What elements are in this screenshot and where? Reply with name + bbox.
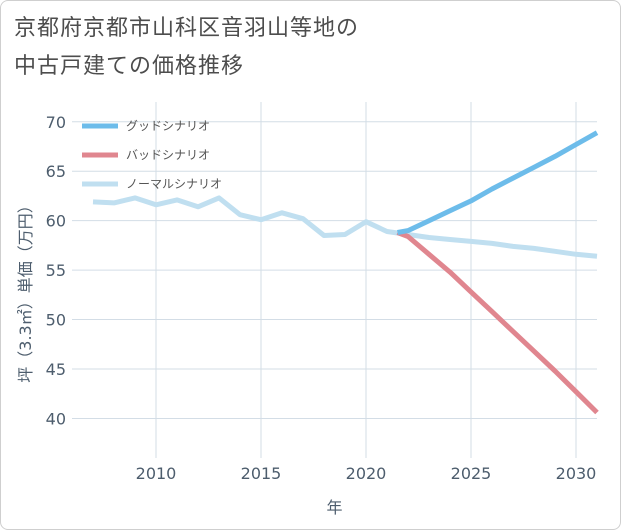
x-tick-label: 2020	[346, 464, 387, 483]
x-axis-label: 年	[326, 498, 342, 517]
x-tick-label: 2030	[556, 464, 597, 483]
y-tick-label: 60	[46, 212, 66, 231]
x-tick-label: 2010	[136, 464, 177, 483]
legend-entry: バッドシナリオ	[126, 148, 210, 162]
x-tick-label: 2015	[241, 464, 282, 483]
legend-entry: ノーマルシナリオ	[126, 177, 222, 191]
plot-area	[72, 102, 597, 458]
chart-title: 京都府京都市山科区音羽山等地の 中古戸建ての価格推移	[14, 10, 604, 86]
chart-title-line2: 中古戸建ての価格推移	[14, 54, 245, 79]
series-line	[397, 130, 599, 235]
chart-title-line1: 京都府京都市山科区音羽山等地の	[14, 16, 360, 41]
y-tick-label: 45	[46, 360, 66, 379]
y-tick-label: 55	[46, 261, 66, 280]
x-tick-label: 2025	[451, 464, 492, 483]
y-tick-label: 50	[46, 311, 66, 330]
y-tick-label: 40	[46, 409, 66, 428]
series-line	[396, 230, 599, 415]
y-axis-label: 坪（3.3㎡）単価（万円）	[16, 197, 35, 382]
y-tick-label: 65	[46, 162, 66, 181]
y-tick-label: 70	[46, 113, 66, 132]
legend-entry: グッドシナリオ	[126, 119, 210, 133]
series-line	[92, 195, 598, 259]
